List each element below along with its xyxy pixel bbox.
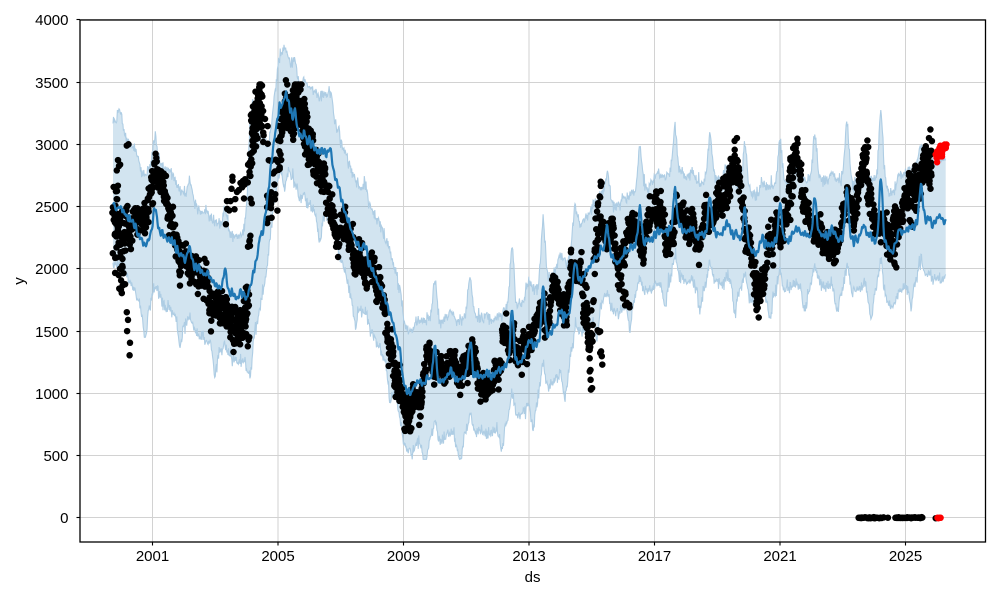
svg-text:2001: 2001: [136, 548, 169, 565]
svg-text:4000: 4000: [35, 12, 68, 29]
svg-text:500: 500: [43, 448, 68, 465]
svg-text:3500: 3500: [35, 75, 68, 92]
svg-text:2009: 2009: [387, 548, 420, 565]
svg-text:1000: 1000: [35, 386, 68, 403]
svg-text:2000: 2000: [35, 261, 68, 278]
svg-text:2500: 2500: [35, 199, 68, 216]
svg-text:2017: 2017: [638, 548, 671, 565]
svg-text:2013: 2013: [512, 548, 545, 565]
svg-text:2025: 2025: [889, 548, 922, 565]
svg-text:3000: 3000: [35, 137, 68, 154]
svg-text:y: y: [11, 277, 28, 285]
svg-text:2005: 2005: [261, 548, 294, 565]
svg-text:2021: 2021: [763, 548, 796, 565]
svg-text:0: 0: [60, 510, 68, 527]
svg-text:1500: 1500: [35, 324, 68, 341]
svg-text:ds: ds: [525, 569, 541, 586]
